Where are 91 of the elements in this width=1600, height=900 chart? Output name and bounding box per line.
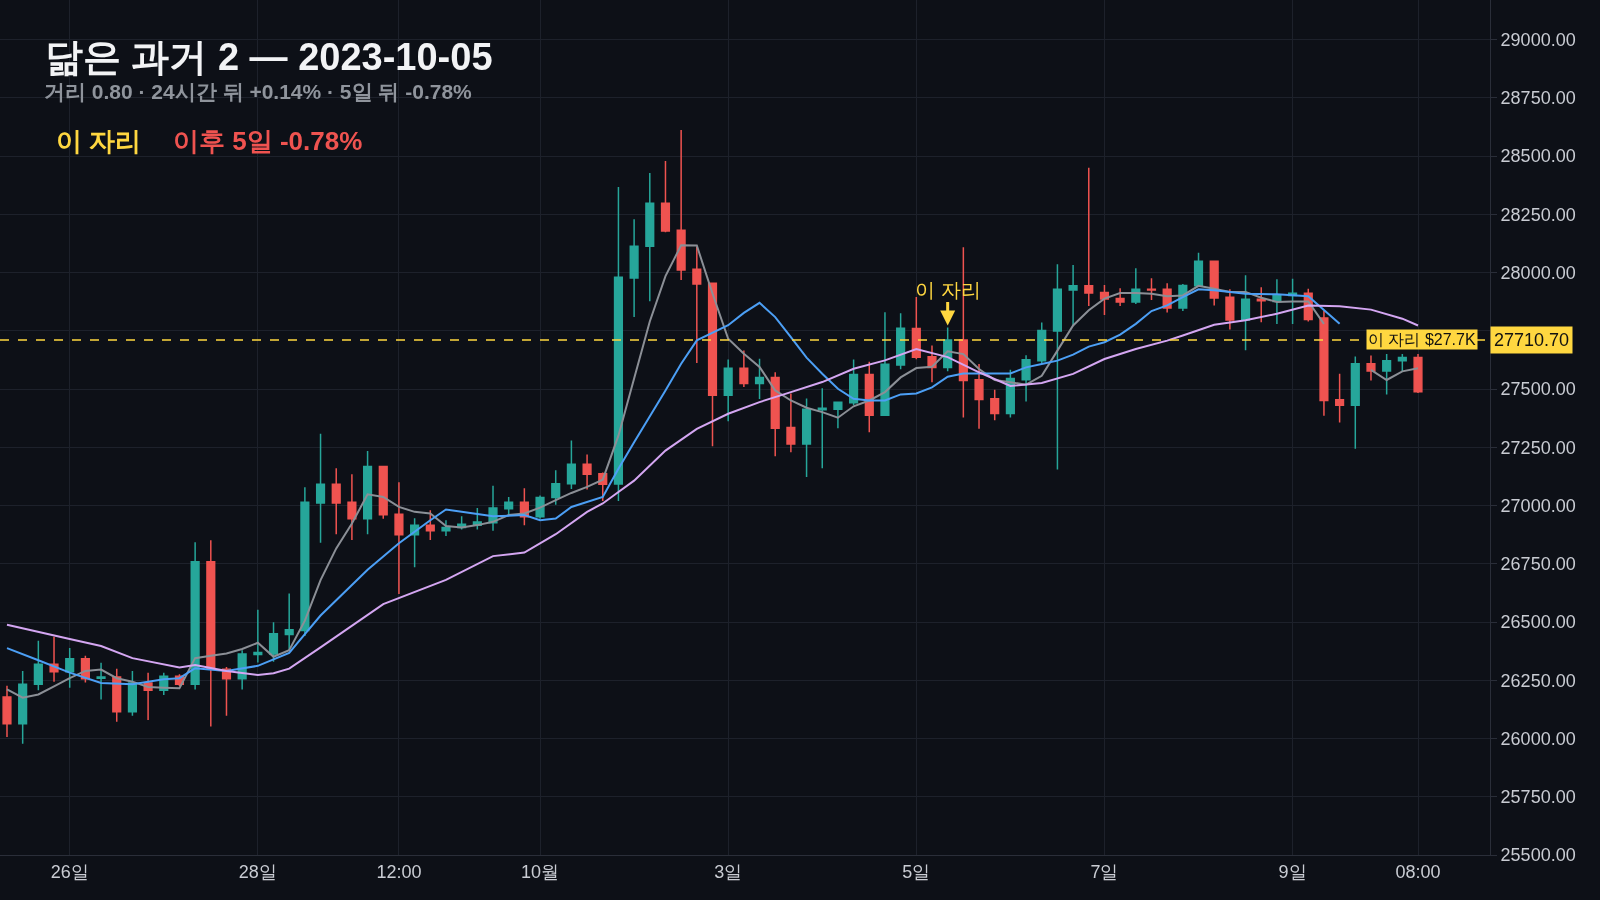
y-tick-label: 25500.00 (1500, 845, 1576, 866)
y-tick-label: 27250.00 (1500, 437, 1576, 458)
y-tick-label: 25750.00 (1500, 787, 1576, 808)
candlestick (1366, 354, 1376, 382)
candlestick (1037, 321, 1047, 365)
candlestick (1068, 264, 1078, 327)
candlestick (441, 519, 451, 537)
candlestick (1350, 355, 1360, 450)
y-tick-label: 28750.00 (1500, 88, 1576, 109)
candlestick (206, 539, 216, 728)
text: 거리 0.80 · 24시간 뒤 +0.14% · 5일 뒤 -0.78% (44, 80, 473, 103)
candlestick (65, 647, 75, 689)
candlestick (692, 246, 702, 364)
candlestick (723, 358, 733, 422)
candlestick (849, 358, 859, 407)
candlestick (190, 541, 200, 691)
x-tick-label: 12:00 (376, 861, 422, 882)
text: 닮은 과거 2 — 2023-10-05 (44, 36, 493, 78)
y-tick-label: 29000.00 (1500, 29, 1576, 50)
candlestick (676, 129, 686, 281)
candlestick (378, 465, 388, 520)
y-tick-label: 26250.00 (1500, 670, 1576, 691)
candlestick (1052, 263, 1063, 471)
candlestick (1021, 354, 1031, 403)
candlestick (362, 450, 373, 535)
candlestick (1146, 277, 1157, 301)
candlestick (268, 621, 279, 663)
x-tick-label: 26일 (50, 861, 89, 882)
candlestick (707, 282, 718, 447)
candlestick (739, 349, 749, 388)
x-tick-label: 3일 (714, 861, 743, 882)
x-tick-label: 5일 (902, 861, 931, 882)
candlestick (1382, 353, 1392, 396)
candlestick (990, 389, 1000, 422)
text: 27710.70 (1494, 330, 1570, 350)
annotation: 이후 5일 -0.78% (173, 126, 363, 156)
candlestick (347, 473, 357, 541)
x-tick-label: 9일 (1278, 861, 1307, 882)
candlestick (2, 685, 12, 738)
candlestick (754, 358, 765, 400)
x-tick-label: 28일 (238, 861, 277, 882)
candlestick (660, 160, 671, 234)
y-tick-label: 28250.00 (1500, 204, 1576, 225)
candlestick (1319, 310, 1329, 417)
candlestick (566, 439, 576, 490)
candlestick (18, 670, 28, 745)
annotation: 이 자리 (56, 126, 142, 156)
candlestick (1225, 288, 1235, 331)
y-tick-label: 26000.00 (1500, 728, 1576, 749)
candlestick (394, 481, 404, 595)
candlestick (1115, 287, 1125, 307)
candlestick (629, 218, 639, 318)
y-tick-label: 28500.00 (1500, 146, 1576, 167)
candlestick (1413, 353, 1423, 394)
candlestick (33, 639, 43, 692)
x-tick-label: 7일 (1090, 861, 1119, 882)
candlestick (770, 371, 780, 457)
candlestick (974, 363, 984, 430)
y-tick-label: 27000.00 (1500, 495, 1576, 516)
candlestick (253, 608, 263, 664)
candlestick (613, 186, 624, 502)
candlestick (300, 486, 310, 637)
candlestick (880, 311, 890, 417)
candlestick (1272, 278, 1282, 325)
candlestick (96, 662, 106, 701)
y-tick-label: 26500.00 (1500, 612, 1576, 633)
y-tick-label: 27500.00 (1500, 379, 1576, 400)
candlestick (582, 453, 592, 491)
candlestick (645, 172, 655, 302)
ref-line-label: 이 자리 $27.7K (1368, 331, 1476, 348)
candlestick (504, 496, 514, 516)
y-tick-label: 26750.00 (1500, 554, 1576, 575)
candlestick (1193, 252, 1204, 288)
candlestick (817, 387, 827, 470)
candlestick (1240, 274, 1251, 351)
candlestick (315, 433, 326, 544)
candlestick (833, 401, 843, 429)
candlestick (1256, 286, 1266, 323)
candlestick (1084, 166, 1094, 307)
candlestick (1335, 372, 1345, 424)
candlestick (331, 467, 341, 535)
candlestick (551, 469, 561, 506)
y-tick-label: 28000.00 (1500, 262, 1576, 283)
x-tick-label: 08:00 (1395, 861, 1441, 882)
candlestick (864, 361, 874, 433)
candlestick (786, 392, 796, 453)
candlestick (1209, 260, 1219, 307)
candlestick (801, 397, 812, 478)
candlestick (1397, 353, 1407, 372)
candlestick (284, 592, 294, 652)
x-tick-label: 10월 (521, 861, 560, 882)
